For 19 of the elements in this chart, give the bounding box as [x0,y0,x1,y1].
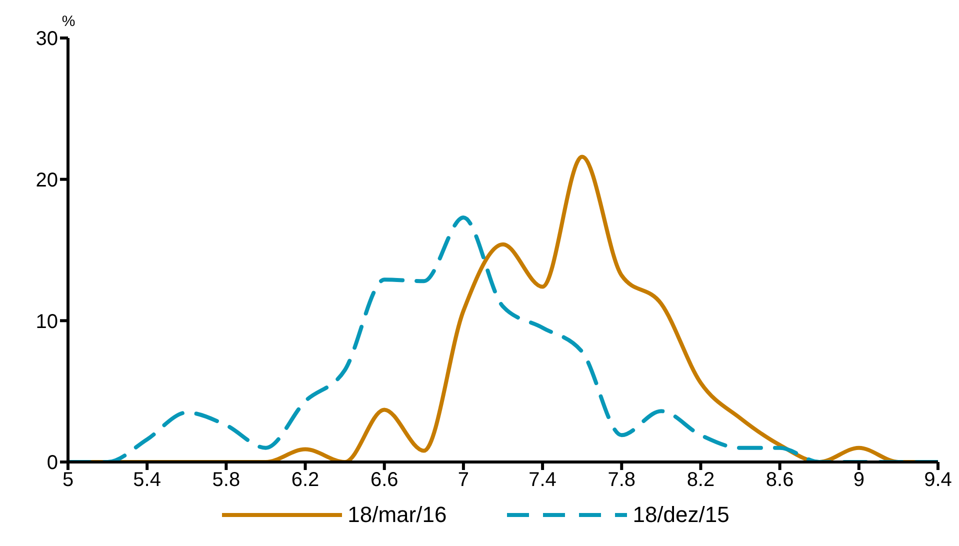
y-tick-label: 0 [46,452,58,474]
x-tick-label: 7.4 [528,469,556,492]
series-label: 18/mar/16 [348,502,447,528]
y-axis-title: % [62,13,76,30]
x-tick-label: 9 [853,469,864,492]
x-tick-label: 5.4 [133,469,161,492]
x-tick-label: 8.2 [686,469,715,492]
x-tick-label: 5.8 [212,469,240,492]
x-tick-label: 9.4 [924,469,952,492]
x-tick-label: 5 [62,469,74,492]
x-tick-label: 7.8 [608,469,636,492]
x-tick-label: 8.6 [766,469,794,492]
text: 18/dez/15 [632,502,730,528]
x-tick-label: 7 [458,469,470,492]
x-tick-label: 6.6 [370,469,398,492]
y-tick-label: 10 [36,310,58,333]
y-tick-label: 30 [36,28,58,50]
y-tick-label: 20 [36,169,58,192]
x-tick-label: 6.2 [291,469,320,492]
